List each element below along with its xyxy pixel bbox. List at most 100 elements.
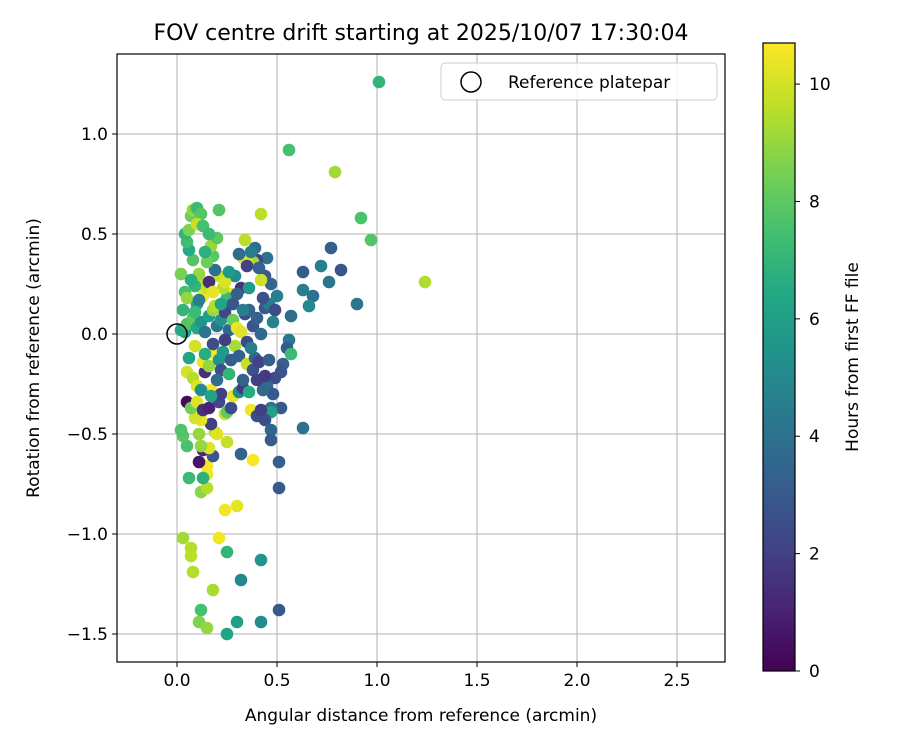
- data-point: [350, 297, 364, 311]
- data-point: [202, 275, 216, 289]
- x-axis-label: Angular distance from reference (arcmin): [245, 706, 597, 726]
- data-point: [322, 275, 336, 289]
- reference-platepar-point: [166, 323, 188, 345]
- x-tick-label: 1.0: [363, 671, 390, 691]
- data-point: [194, 207, 208, 221]
- data-point: [218, 333, 232, 347]
- data-point: [198, 245, 212, 259]
- data-point: [194, 439, 208, 453]
- colorbar-tick-label: 10: [809, 75, 831, 95]
- data-point: [264, 423, 278, 437]
- data-point: [364, 233, 378, 247]
- data-point: [232, 247, 246, 261]
- data-point: [184, 549, 198, 563]
- data-point: [254, 553, 268, 567]
- data-point: [214, 297, 228, 311]
- data-point: [176, 303, 190, 317]
- data-point: [224, 401, 238, 415]
- data-point: [372, 75, 386, 89]
- data-point: [182, 351, 196, 365]
- data-point: [218, 275, 232, 289]
- data-point: [194, 383, 208, 397]
- colorbar-ticks: 0 2 4 6 8 10: [795, 75, 831, 682]
- data-point: [262, 353, 276, 367]
- data-point: [206, 285, 220, 299]
- data-point: [202, 227, 216, 241]
- data-point: [242, 281, 256, 295]
- data-point: [220, 627, 234, 641]
- data-point: [296, 421, 310, 435]
- data-point: [266, 315, 280, 329]
- data-point: [184, 273, 198, 287]
- colorbar-tick-label: 2: [809, 545, 820, 565]
- data-point: [272, 603, 286, 617]
- data-point: [234, 447, 248, 461]
- data-point: [254, 207, 268, 221]
- data-point: [200, 621, 214, 635]
- y-axis-label: Rotation from reference (arcmin): [24, 218, 44, 498]
- data-point: [192, 293, 206, 307]
- data-point: [254, 273, 268, 287]
- data-point: [180, 439, 194, 453]
- data-point: [272, 481, 286, 495]
- axes-frame: [116, 53, 726, 663]
- data-point: [210, 373, 224, 387]
- data-point: [208, 263, 222, 277]
- data-point: [256, 291, 270, 305]
- x-tick-label: 1.5: [463, 671, 490, 691]
- x-tick-label: 0.5: [263, 671, 290, 691]
- data-point: [234, 325, 248, 339]
- legend-label: Reference platepar: [508, 73, 670, 93]
- data-point: [188, 339, 202, 353]
- data-point: [176, 531, 190, 545]
- data-point: [232, 349, 246, 363]
- data-point: [254, 327, 268, 341]
- x-tick-label: 2.5: [663, 671, 690, 691]
- colorbar-tick-label: 0: [809, 662, 820, 682]
- data-point: [218, 503, 232, 517]
- y-tick-label: −1.5: [67, 625, 108, 645]
- data-point: [202, 401, 216, 415]
- data-point: [206, 337, 220, 351]
- data-point: [268, 303, 282, 317]
- data-point: [260, 251, 274, 265]
- data-point: [212, 531, 226, 545]
- reference-marker: [166, 323, 188, 345]
- data-point: [212, 203, 226, 217]
- data-point: [204, 417, 218, 431]
- data-point: [234, 573, 248, 587]
- data-point: [186, 253, 200, 267]
- data-point: [220, 435, 234, 449]
- data-point: [230, 615, 244, 629]
- data-point: [198, 347, 212, 361]
- data-point: [258, 369, 272, 383]
- legend: Reference platepar: [440, 62, 718, 101]
- colorbar-tick-label: 6: [809, 310, 820, 330]
- data-point: [242, 385, 256, 399]
- data-point: [264, 433, 278, 447]
- data-point: [252, 261, 266, 275]
- data-point: [182, 471, 196, 485]
- data-point: [230, 287, 244, 301]
- data-point: [188, 305, 202, 319]
- data-point: [228, 339, 242, 353]
- y-tick-label: −0.5: [67, 425, 108, 445]
- data-point: [204, 389, 218, 403]
- data-point: [188, 411, 202, 425]
- colorbar-tick-label: 4: [809, 427, 820, 447]
- y-tick-label: 1.0: [81, 125, 108, 145]
- data-point: [198, 325, 212, 339]
- data-point: [210, 427, 224, 441]
- data-point: [200, 481, 214, 495]
- legend-box: [440, 62, 718, 101]
- colorbar-label: Hours from first FF file: [843, 262, 863, 452]
- data-point: [214, 387, 228, 401]
- data-point: [418, 275, 432, 289]
- data-point: [202, 359, 216, 373]
- data-point: [186, 565, 200, 579]
- data-point: [220, 545, 234, 559]
- data-point: [238, 233, 252, 247]
- data-point: [244, 341, 258, 355]
- data-point: [254, 403, 268, 417]
